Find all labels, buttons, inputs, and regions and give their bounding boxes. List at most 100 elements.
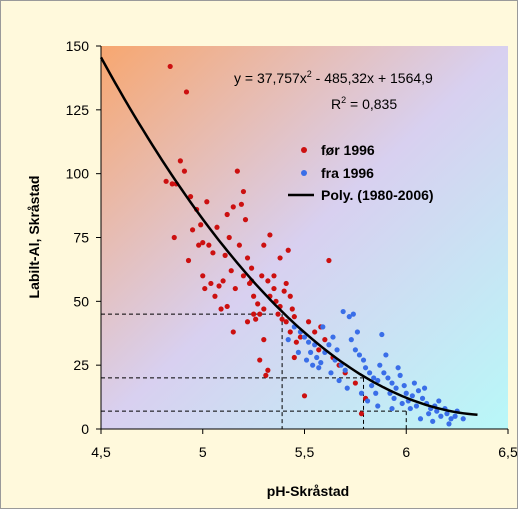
data-point-from-1996	[409, 393, 415, 399]
data-point-from-1996	[419, 395, 426, 401]
data-point-before-1996	[242, 217, 249, 223]
data-point-before-1996	[248, 265, 255, 271]
data-point-before-1996	[210, 250, 216, 256]
y-tick-label: 75	[73, 230, 89, 246]
data-point-before-1996	[200, 273, 206, 279]
y-axis-title: Labilt-Al, Skråstad	[26, 176, 42, 299]
data-point-from-1996	[460, 416, 466, 422]
data-point-from-1996	[369, 382, 375, 389]
data-point-from-1996	[295, 349, 301, 355]
data-point-before-1996	[265, 367, 271, 373]
data-point-before-1996	[171, 234, 177, 241]
data-point-before-1996	[187, 194, 194, 200]
x-tick-label: 5,5	[295, 444, 315, 460]
data-point-before-1996	[251, 311, 257, 317]
data-point-from-1996	[436, 398, 442, 404]
data-point-before-1996	[279, 316, 285, 322]
data-point-from-1996	[411, 380, 417, 386]
data-point-from-1996	[358, 390, 365, 396]
data-point-from-1996	[334, 347, 340, 353]
data-point-from-1996	[326, 342, 332, 348]
data-point-before-1996	[255, 301, 261, 307]
data-point-before-1996	[200, 240, 206, 246]
data-point-from-1996	[310, 362, 316, 368]
data-point-before-1996	[271, 273, 277, 279]
data-point-before-1996	[167, 63, 173, 70]
data-point-from-1996	[316, 365, 322, 371]
data-point-before-1996	[291, 354, 297, 361]
data-point-before-1996	[228, 268, 234, 274]
data-point-before-1996	[287, 293, 293, 299]
legend-label-trendline: Poly. (1980-2006)	[321, 187, 434, 203]
data-point-from-1996	[367, 370, 373, 376]
data-point-before-1996	[177, 158, 183, 164]
data-point-from-1996	[375, 403, 381, 409]
axes	[96, 45, 509, 434]
data-point-before-1996	[251, 293, 257, 299]
data-point-from-1996	[354, 329, 361, 335]
data-point-from-1996	[446, 421, 452, 427]
data-point-before-1996	[224, 211, 230, 218]
data-point-from-1996	[438, 413, 444, 419]
data-point-from-1996	[421, 385, 428, 391]
data-point-from-1996	[389, 405, 395, 412]
data-point-from-1996	[377, 362, 383, 368]
data-point-from-1996	[413, 403, 420, 409]
data-point-from-1996	[360, 357, 367, 363]
data-point-before-1996	[316, 347, 322, 353]
data-point-from-1996	[391, 395, 397, 401]
plot-area	[101, 46, 508, 429]
data-point-from-1996	[375, 377, 381, 384]
data-point-before-1996	[277, 255, 283, 261]
data-point-before-1996	[283, 319, 289, 325]
data-point-from-1996	[395, 365, 401, 371]
data-point-before-1996	[232, 285, 238, 292]
data-point-before-1996	[253, 316, 259, 322]
data-point-from-1996	[448, 416, 454, 422]
data-point-from-1996	[371, 375, 377, 381]
x-axis-title: pH-Skråstad	[267, 483, 349, 499]
data-point-before-1996	[181, 168, 188, 174]
data-point-before-1996	[267, 232, 273, 238]
data-point-from-1996	[348, 337, 354, 343]
data-point-from-1996	[381, 370, 387, 376]
data-point-from-1996	[373, 390, 379, 396]
data-point-before-1996	[214, 224, 220, 230]
data-point-before-1996	[261, 306, 267, 312]
data-point-from-1996	[444, 411, 450, 417]
data-point-from-1996	[407, 405, 413, 412]
data-point-before-1996	[169, 181, 175, 187]
data-point-from-1996	[314, 354, 320, 361]
data-point-from-1996	[320, 324, 326, 330]
data-point-before-1996	[265, 278, 271, 284]
data-point-before-1996	[163, 178, 169, 184]
data-point-before-1996	[358, 411, 365, 417]
data-point-from-1996	[403, 390, 409, 396]
data-point-before-1996	[285, 247, 291, 253]
y-tick-label: 50	[73, 293, 89, 309]
data-point-from-1996	[397, 372, 403, 378]
data-point-before-1996	[222, 252, 228, 258]
data-point-before-1996	[185, 257, 192, 264]
data-point-before-1996	[202, 285, 208, 292]
data-point-before-1996	[244, 319, 251, 325]
data-point-before-1996	[244, 255, 251, 261]
legend-marker-from-1996	[301, 170, 307, 176]
series-from-1996	[285, 308, 466, 427]
data-point-before-1996	[206, 242, 212, 248]
r-squared-label: R2 = 0,835	[331, 95, 397, 112]
legend: før 1996 fra 1996 Poly. (1980-2006)	[288, 142, 434, 203]
data-point-before-1996	[218, 306, 224, 312]
x-tick-labels: 4,5 5 5,5 6 6,5	[91, 444, 517, 460]
data-point-from-1996	[303, 357, 310, 363]
data-point-before-1996	[204, 199, 210, 205]
data-point-before-1996	[326, 257, 332, 264]
data-point-from-1996	[308, 349, 314, 355]
data-point-before-1996	[289, 306, 295, 312]
legend-marker-before-1996	[301, 147, 307, 153]
y-tick-label: 0	[81, 421, 89, 437]
y-tick-labels: 0 25 50 75 100 125 150	[66, 38, 90, 437]
data-point-before-1996	[305, 319, 312, 325]
data-point-before-1996	[275, 311, 281, 317]
data-point-before-1996	[234, 168, 240, 174]
